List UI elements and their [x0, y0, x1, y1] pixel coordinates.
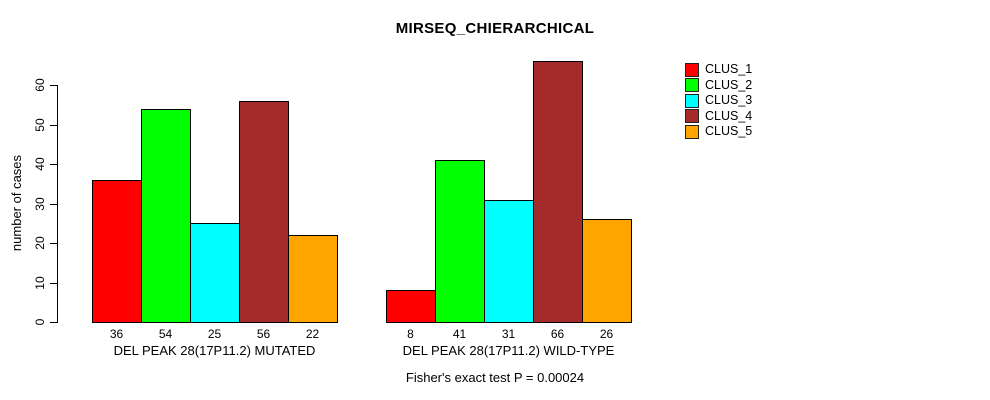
y-tick-label: 50 — [33, 117, 47, 132]
y-tick — [50, 203, 57, 205]
bar-value-label: 54 — [158, 327, 173, 341]
legend-swatch-icon — [685, 124, 699, 139]
y-axis-label: number of cases — [9, 154, 24, 252]
bar-clus_2-group1 — [141, 108, 191, 323]
chart-title: MIRSEQ_CHIERARCHICAL — [395, 20, 595, 37]
y-axis-line — [57, 85, 58, 323]
bar-clus_1-group2 — [386, 290, 436, 323]
legend-row-clus_4: CLUS_4 — [685, 109, 752, 125]
legend: CLUS_1 CLUS_2 CLUS_3 CLUS_4 CLUS_5 — [685, 62, 752, 140]
bar-value-label: 26 — [599, 327, 614, 341]
legend-label: CLUS_5 — [705, 124, 753, 139]
y-tick — [50, 85, 57, 86]
bar-clus_5-group2 — [582, 219, 632, 323]
bar-value-label: 56 — [256, 327, 271, 341]
bar-value-label: 8 — [407, 327, 414, 341]
y-tick — [50, 164, 57, 165]
bar-clus_3-group1 — [190, 223, 240, 323]
y-tick-label: 10 — [33, 275, 47, 290]
y-tick — [50, 243, 57, 244]
legend-swatch-icon — [685, 78, 699, 93]
legend-label: CLUS_1 — [705, 62, 753, 77]
bar-value-label: 66 — [550, 327, 565, 341]
y-tick-label: 0 — [33, 318, 47, 326]
bar-clus_4-group2 — [533, 61, 583, 323]
bar-value-label: 31 — [501, 327, 516, 341]
legend-swatch-icon — [685, 62, 699, 77]
y-tick — [50, 282, 57, 284]
y-tick-label: 60 — [33, 78, 47, 92]
bar-clus_3-group2 — [484, 199, 534, 323]
x-category-label: DEL PEAK 28(17P11.2) WILD-TYPE — [402, 343, 615, 358]
legend-row-clus_3: CLUS_3 — [685, 93, 752, 109]
bar-value-label: 22 — [305, 327, 320, 341]
legend-label: CLUS_2 — [705, 77, 753, 92]
legend-swatch-icon — [685, 93, 699, 108]
bar-value-label: 36 — [109, 327, 124, 341]
legend-row-clus_1: CLUS_1 — [685, 62, 752, 78]
bar-value-label: 41 — [452, 327, 467, 341]
legend-row-clus_5: CLUS_5 — [685, 124, 752, 140]
legend-swatch-icon — [685, 109, 699, 124]
y-tick-label: 20 — [33, 236, 47, 250]
y-tick — [50, 124, 57, 126]
y-tick-label: 40 — [33, 157, 47, 171]
bar-clus_2-group2 — [435, 160, 485, 323]
y-tick-label: 30 — [33, 196, 47, 211]
x-category-label: DEL PEAK 28(17P11.2) MUTATED — [113, 343, 316, 358]
bar-clus_1-group1 — [92, 179, 142, 323]
legend-label: CLUS_4 — [705, 108, 753, 123]
y-tick — [50, 322, 57, 323]
bar-value-label: 25 — [207, 327, 222, 341]
fisher-test-annotation: Fisher's exact test P = 0.00024 — [405, 370, 585, 385]
legend-row-clus_2: CLUS_2 — [685, 78, 752, 94]
bar-clus_4-group1 — [239, 100, 289, 323]
bar-clus_5-group1 — [288, 235, 338, 323]
legend-label: CLUS_3 — [705, 93, 753, 108]
